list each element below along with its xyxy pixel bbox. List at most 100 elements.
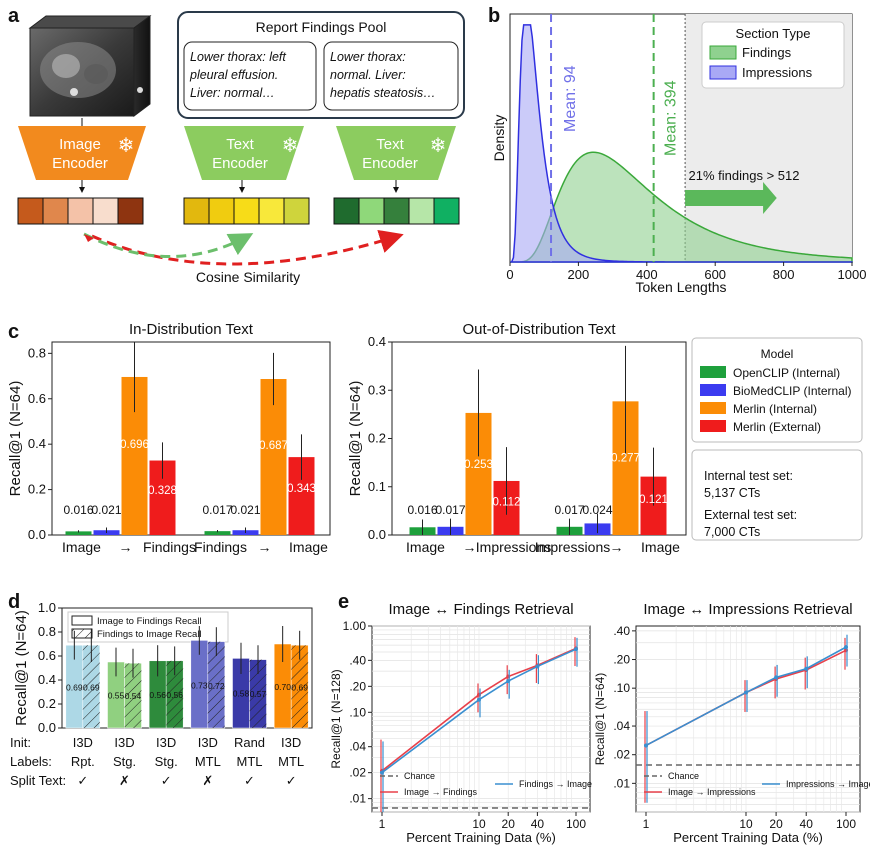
check-icon: ✓ <box>286 773 297 788</box>
bar-value-label: 0.54 <box>125 691 142 701</box>
x-tick-label: 20 <box>769 817 783 831</box>
panel-c-legend: Model Internal test set: 5,137 CTs Exter… <box>691 337 863 541</box>
image-embedding <box>17 197 144 225</box>
y-tick-label: 0.4 <box>28 436 46 451</box>
cosine-arrow-red <box>91 229 404 266</box>
bar-hatch <box>249 659 267 728</box>
check-icon: ✓ <box>161 773 172 788</box>
bar <box>204 531 231 535</box>
labels-label: Stg. <box>113 754 136 769</box>
x-tick-label: 200 <box>568 267 590 282</box>
data-point <box>506 679 511 684</box>
y-tick-label: .40 <box>613 624 630 638</box>
data-point <box>380 770 384 775</box>
bar-value-label: 0.017 <box>202 503 232 517</box>
chart-title: Image ↔ Impressions Retrieval <box>643 601 852 618</box>
y-tick-label: 0.0 <box>368 527 386 542</box>
bar-value-label: 0.58 <box>233 689 250 699</box>
check-icon: ✓ <box>77 773 88 788</box>
chart-title: In-Distribution Text <box>129 321 254 338</box>
snowflake-icon: ❄ <box>282 135 299 157</box>
external-test-set-label: External test set: <box>704 508 797 522</box>
group-label-from: Findings <box>194 539 247 555</box>
bar-value-label: 0.56 <box>166 690 183 700</box>
bar-value-label: 0.253 <box>464 459 493 471</box>
legend-label: Impressions → Image <box>786 779 870 789</box>
row-label-split-text: Split Text: <box>10 773 66 788</box>
data-point <box>535 664 540 669</box>
bar-value-label: 0.72 <box>208 681 225 691</box>
embedding-cell <box>258 197 285 225</box>
x-tick-label: 100 <box>566 817 586 831</box>
text-encoder-2: Text Encoder ❄ <box>336 126 456 180</box>
internal-test-set-count: 5,137 CTs <box>704 486 760 500</box>
x-tick-label: 1 <box>379 817 386 831</box>
y-tick-label: 0.6 <box>38 648 56 663</box>
init-label: Rand <box>234 735 265 750</box>
y-tick-label: 1.0 <box>38 600 56 615</box>
legend-swatch <box>71 615 93 626</box>
bar-value-label: 0.69 <box>83 683 100 693</box>
report-2-line-2: normal. Liver: <box>330 68 406 82</box>
data-point <box>774 675 779 680</box>
embedding-cell <box>117 197 144 225</box>
panel-c-out-of-distribution-chart: Out-of-Distribution Text 0.0 0.1 0.2 0.3 0.4 R… <box>347 321 687 555</box>
y-tick-label: 0.0 <box>28 527 46 542</box>
y-tick-label: .01 <box>349 792 366 806</box>
bar-value-label: 0.016 <box>63 503 93 517</box>
group-label-arrow: → <box>119 539 133 555</box>
group-label-from: Impressions <box>535 539 610 555</box>
y-tick-label: .04 <box>349 740 366 754</box>
x-tick-label: 40 <box>531 817 545 831</box>
bar-hatch <box>291 645 309 728</box>
group-label-arrow: → <box>610 539 624 555</box>
x-tick-label: 20 <box>502 817 516 831</box>
text-encoder-2-label-2: Encoder <box>362 155 418 172</box>
y-tick-label: 0.3 <box>368 382 386 397</box>
image-encoder: Image Encoder ❄ <box>18 126 146 180</box>
image-encoder-label-1: Image <box>59 136 101 153</box>
legend-title: Model <box>761 347 794 361</box>
group-label-from: Image <box>62 539 101 555</box>
y-axis-label: Density <box>491 115 507 162</box>
y-tick-label: .02 <box>613 748 630 762</box>
legend-swatch <box>71 628 93 639</box>
y-tick-label: .04 <box>613 719 630 733</box>
x-tick-label: 1000 <box>838 267 867 282</box>
ct-volume-image <box>28 15 152 117</box>
legend-label: Findings → Image <box>519 779 592 789</box>
init-label: I3D <box>198 735 218 750</box>
plot-area <box>635 625 861 813</box>
panel-label-b: b <box>488 5 500 27</box>
legend-label: BioMedCLIP (Internal) <box>733 384 852 398</box>
init-label: I3D <box>281 735 301 750</box>
embedding-cell <box>42 197 69 225</box>
group-label-arrow: → <box>258 539 272 555</box>
bar-value-label: 0.73 <box>191 681 208 691</box>
chart-title: Image ↔ Findings Retrieval <box>388 601 573 618</box>
legend-label: Chance <box>404 771 435 781</box>
pool-title: Report Findings Pool <box>256 19 387 35</box>
embedding-cell <box>358 197 385 225</box>
panel-label-d: d <box>8 591 20 613</box>
panel-c-in-distribution-chart: In-Distribution Text 0.0 0.2 0.4 0.6 0.8 Recal… <box>7 321 331 555</box>
legend-label: Merlin (External) <box>733 420 821 434</box>
y-tick-label: 0.2 <box>28 482 46 497</box>
x-tick-label: 100 <box>836 817 856 831</box>
report-2-line-1: Lower thorax: <box>330 50 406 64</box>
cosine-arrow-green <box>83 232 254 258</box>
check-icon: ✓ <box>244 773 255 788</box>
external-test-set-count: 7,000 CTs <box>704 525 760 539</box>
legend-swatch <box>709 45 737 60</box>
bar-hatch <box>82 645 100 728</box>
embedding-cell <box>67 197 94 225</box>
embedding-cell <box>333 197 360 225</box>
legend-label: OpenCLIP (Internal) <box>733 366 840 380</box>
bar-hatch <box>124 663 142 728</box>
image-encoder-label-2: Encoder <box>52 155 108 172</box>
embedding-cell <box>233 197 260 225</box>
x-axis-label: Percent Training Data (%) <box>673 830 823 845</box>
y-tick-label: 0.1 <box>368 479 386 494</box>
init-label: I3D <box>73 735 93 750</box>
text-embedding-2 <box>333 197 460 225</box>
